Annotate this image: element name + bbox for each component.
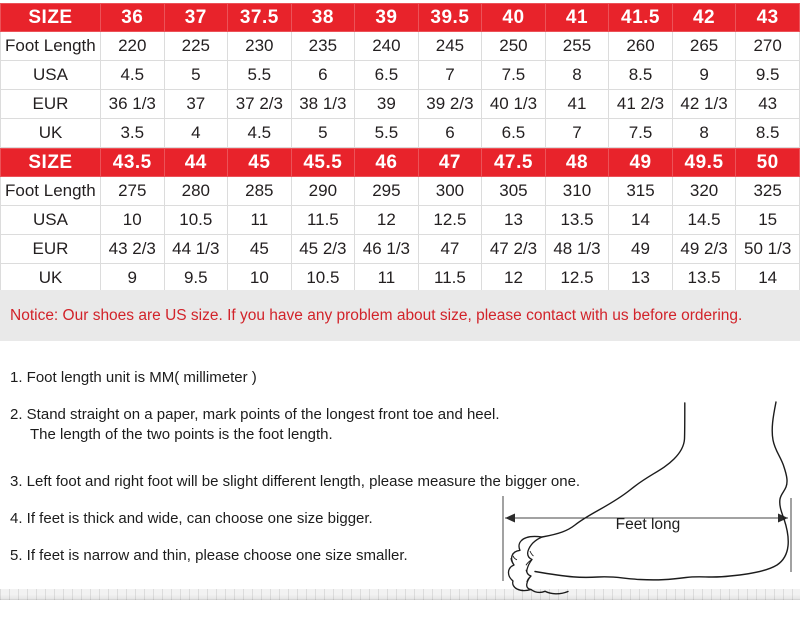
svg-text:Feet long: Feet long [616, 516, 681, 533]
